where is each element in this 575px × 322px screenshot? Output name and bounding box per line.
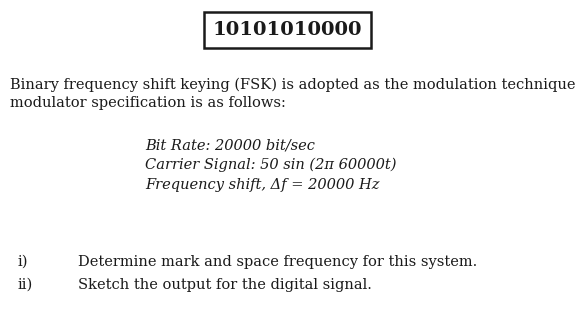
Text: ii): ii) (18, 278, 33, 292)
Text: Carrier Signal: 50 sin (2π 60000t): Carrier Signal: 50 sin (2π 60000t) (145, 158, 397, 172)
Text: Bit Rate: 20000 bit/sec: Bit Rate: 20000 bit/sec (145, 138, 315, 152)
Text: Determine mark and space frequency for this system.: Determine mark and space frequency for t… (78, 255, 477, 269)
Text: modulator specification is as follows:: modulator specification is as follows: (10, 96, 286, 110)
Text: Sketch the output for the digital signal.: Sketch the output for the digital signal… (78, 278, 372, 292)
Text: Binary frequency shift keying (FSK) is adopted as the modulation technique. The : Binary frequency shift keying (FSK) is a… (10, 78, 575, 92)
Text: 10101010000: 10101010000 (212, 21, 362, 39)
Text: Frequency shift, Δf = 20000 Hz: Frequency shift, Δf = 20000 Hz (145, 178, 380, 192)
Text: i): i) (18, 255, 29, 269)
